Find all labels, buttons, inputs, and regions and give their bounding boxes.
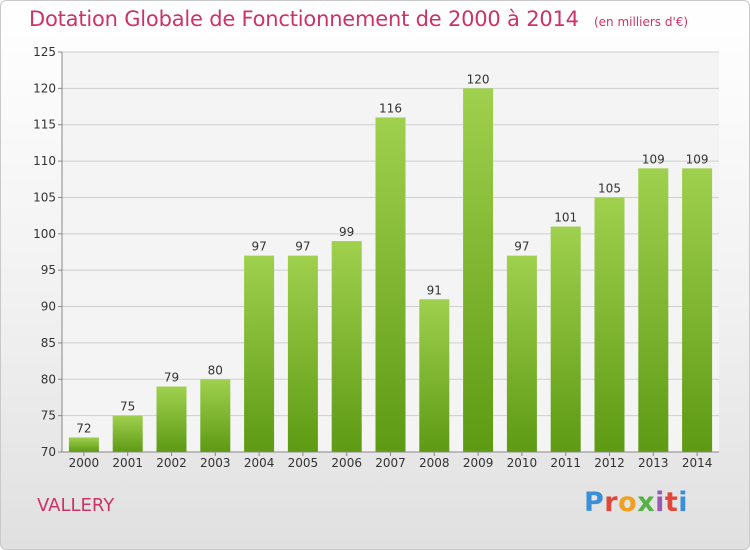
y-tick-label: 105 (33, 190, 56, 204)
bar-2001[interactable] (112, 415, 143, 452)
y-tick-label: 95 (41, 263, 56, 277)
x-tick-label: 2009 (463, 456, 494, 470)
logo-letter: P (584, 487, 605, 518)
data-label: 101 (554, 211, 577, 225)
y-tick-label: 125 (33, 45, 56, 59)
x-tick-label: 2007 (375, 456, 406, 470)
data-label: 79 (164, 371, 179, 385)
y-tick-label: 85 (41, 336, 56, 350)
bar-2014[interactable] (682, 168, 713, 452)
data-label: 116 (379, 101, 402, 115)
data-label: 109 (686, 152, 709, 166)
bar-2003[interactable] (200, 379, 231, 452)
x-tick-label: 2001 (112, 456, 143, 470)
x-tick-label: 2012 (594, 456, 625, 470)
y-tick-label: 90 (41, 300, 56, 314)
bar-2012[interactable] (594, 197, 625, 452)
bar-layer: 72 75 79 80 97 97 99 116 91 120 97 101 105 109 109 (68, 72, 713, 453)
data-label: 99 (339, 225, 354, 239)
x-tick-label: 2014 (682, 456, 713, 470)
bar-2000[interactable] (68, 437, 99, 452)
bar-2005[interactable] (287, 255, 318, 452)
x-tick-label: 2010 (507, 456, 538, 470)
bar-2010[interactable] (506, 255, 537, 452)
logo-letter: r (604, 487, 619, 518)
x-tick-label: 2003 (200, 456, 231, 470)
x-tick-label: 2011 (550, 456, 581, 470)
logo-letter: x (637, 487, 656, 518)
x-tick-label: 2002 (156, 456, 187, 470)
data-label: 72 (76, 421, 91, 435)
bar-2002[interactable] (156, 386, 187, 452)
bar-2006[interactable] (331, 241, 362, 452)
bar-2004[interactable] (244, 255, 275, 452)
chart-subtitle: (en milliers d'€) (593, 15, 689, 29)
x-tick-label: 2006 (331, 456, 362, 470)
data-label: 97 (514, 240, 529, 254)
logo-letter: i (655, 487, 665, 518)
bar-2011[interactable] (550, 226, 581, 452)
bar-2009[interactable] (463, 88, 494, 452)
bar-2008[interactable] (419, 299, 450, 452)
y-tick-label: 80 (41, 372, 56, 386)
y-tick-label: 75 (41, 409, 56, 423)
logo-letter: i (678, 487, 689, 518)
y-tick-label: 110 (33, 154, 56, 168)
data-label: 91 (427, 283, 442, 297)
commune-name: VALLERY (37, 495, 115, 516)
data-label: 120 (467, 72, 490, 86)
y-tick-label: 115 (33, 118, 56, 132)
logo-letter: t (664, 487, 679, 518)
x-tick-label: 2013 (638, 456, 669, 470)
data-label: 97 (251, 240, 266, 254)
title-row: Dotation Globale de Fonctionnement de 20… (29, 7, 688, 31)
x-tick-label: 2000 (69, 456, 100, 470)
data-label: 109 (642, 152, 665, 166)
bar-2013[interactable] (638, 168, 669, 452)
data-label: 75 (120, 400, 135, 414)
y-tick-label: 70 (41, 445, 56, 459)
proxiti-logo[interactable]: Proxiti (584, 487, 688, 518)
data-label: 80 (208, 363, 223, 377)
data-label: 97 (295, 240, 310, 254)
logo-letter: o (618, 487, 638, 518)
x-tick-label: 2008 (419, 456, 450, 470)
bar-2007[interactable] (375, 117, 406, 453)
data-label: 105 (598, 181, 621, 195)
y-tick-label: 100 (33, 227, 56, 241)
x-tick-label: 2004 (244, 456, 275, 470)
x-tick-label: 2005 (288, 456, 319, 470)
chart-title: Dotation Globale de Fonctionnement de 20… (29, 7, 579, 31)
y-tick-label: 120 (33, 81, 56, 95)
axis-layer: 70 75 80 85 90 95 100 105 110 115 120 125 2000 2001 20… (33, 45, 719, 470)
